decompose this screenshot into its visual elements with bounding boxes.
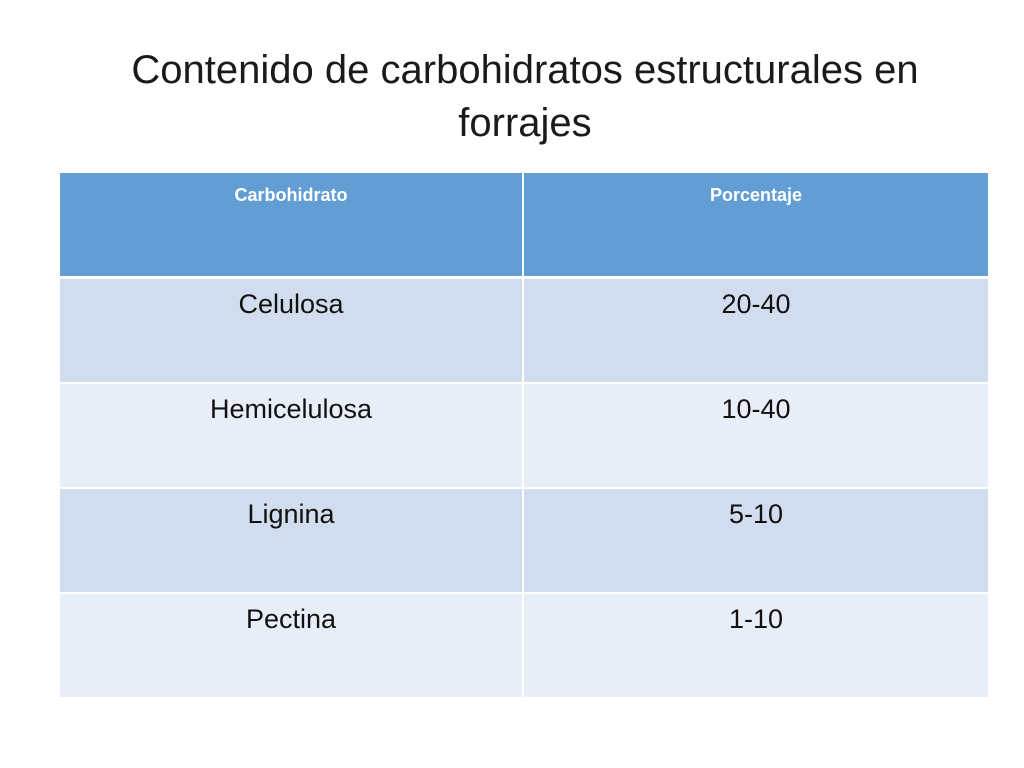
cell-carbohidrato: Lignina	[60, 489, 524, 594]
slide-title: Contenido de carbohidratos estructurales…	[131, 48, 919, 145]
cell-porcentaje: 1-10	[524, 594, 988, 699]
table-row: Pectina 1-10	[60, 594, 988, 699]
cell-carbohidrato: Celulosa	[60, 279, 524, 384]
cell-carbohidrato: Hemicelulosa	[60, 384, 524, 489]
cell-porcentaje: 5-10	[524, 489, 988, 594]
carbohydrate-table: Carbohidrato Porcentaje Celulosa 20-40 H…	[60, 173, 988, 699]
header-carbohidrato: Carbohidrato	[60, 173, 524, 279]
cell-porcentaje: 10-40	[524, 384, 988, 489]
table-row: Lignina 5-10	[60, 489, 988, 594]
table-row: Hemicelulosa 10-40	[60, 384, 988, 489]
cell-porcentaje: 20-40	[524, 279, 988, 384]
table-header-row: Carbohidrato Porcentaje	[60, 173, 988, 279]
header-porcentaje: Porcentaje	[524, 173, 988, 279]
table-row: Celulosa 20-40	[60, 279, 988, 384]
cell-carbohidrato: Pectina	[60, 594, 524, 699]
